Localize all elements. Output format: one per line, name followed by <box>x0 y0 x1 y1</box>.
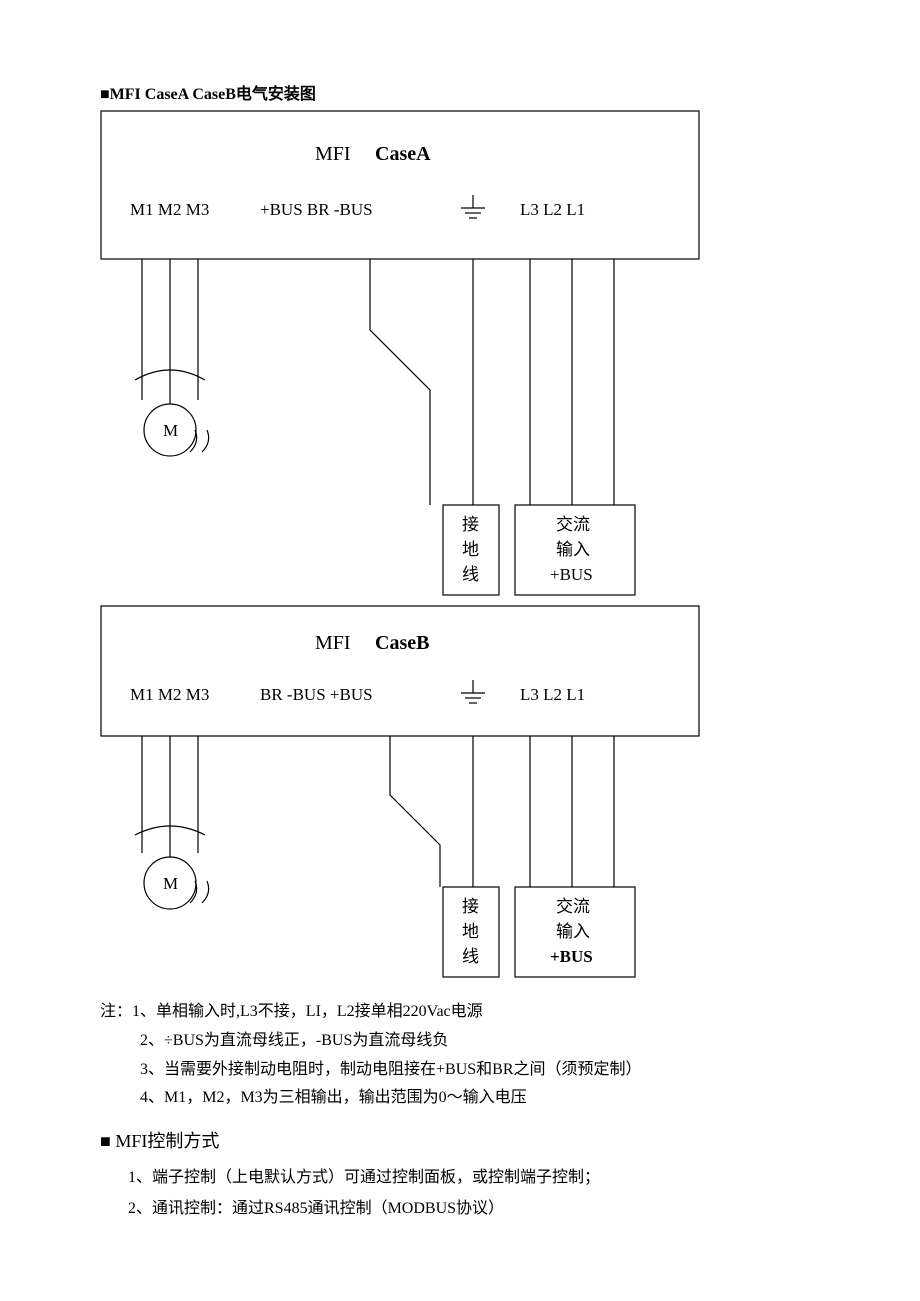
control-1: 1、端子控制（上电默认方式）可通过控制面板，或控制端子控制； <box>128 1163 820 1193</box>
caseB-title-left: MFI <box>315 632 351 654</box>
control-2: 2、通讯控制：通过RS485通讯控制（MODBUS协议） <box>128 1194 820 1224</box>
wiring-diagram: MFI CaseA M1 M2 M3 +BUS BR -BUS L3 L2 L1 <box>100 110 700 980</box>
note-1-text: 1、单相输入时,L3不接，LI，L2接单相220Vac电源 <box>132 1003 483 1020</box>
caseB-gnd-l3: 线 <box>462 947 479 966</box>
note-3: 3、当需要外接制动电阻时，制动电阻接在+BUS和BR之间（须预定制） <box>140 1056 820 1085</box>
caseA-motor-label: M <box>163 421 178 440</box>
caseA-gnd-l3: 线 <box>462 565 479 584</box>
ground-icon-b <box>461 680 485 703</box>
caseA-gnd-l1: 接 <box>462 515 479 534</box>
caseB-gnd-l1: 接 <box>462 897 479 916</box>
caseA-title-right: CaseA <box>375 143 431 165</box>
notes-block: 注：1、单相输入时,L3不接，LI，L2接单相220Vac电源 2、÷BUS为直… <box>100 998 820 1113</box>
note-2: 2、÷BUS为直流母线正，-BUS为直流母线负 <box>140 1027 820 1056</box>
note-4: 4、M1，M2，M3为三相输出，输出范围为0～输入电压 <box>140 1084 820 1113</box>
title1-text: ■MFI CaseA CaseB电气安装图 <box>100 86 316 103</box>
caseA-term-right: L3 L2 L1 <box>520 200 585 219</box>
caseA-term-mid: +BUS BR -BUS <box>260 200 373 219</box>
note-1: 注：1、单相输入时,L3不接，LI，L2接单相220Vac电源 <box>100 998 820 1027</box>
ground-icon-a <box>461 195 485 218</box>
caseB-gnd-l2: 地 <box>462 922 479 941</box>
caseB-term-left: M1 M2 M3 <box>130 685 209 704</box>
caseB-ac-l2: 输入 <box>556 922 590 941</box>
caseB-ac-l3: +BUS <box>550 947 593 966</box>
caseB-term-mid: BR -BUS +BUS <box>260 685 373 704</box>
caseA-term-left: M1 M2 M3 <box>130 200 209 219</box>
caseA-gnd-l2: 地 <box>462 540 479 559</box>
caseA-ac-l3: +BUS <box>550 565 593 584</box>
control-block: 1、端子控制（上电默认方式）可通过控制面板，或控制端子控制； 2、通讯控制：通过… <box>128 1163 820 1224</box>
caseA-ac-l2: 输入 <box>556 540 590 559</box>
caseA-title-left: MFI <box>315 143 351 165</box>
section-title-2: ■ MFI控制方式 <box>100 1127 820 1153</box>
notes-prefix: 注： <box>100 1003 132 1020</box>
caseB-title-right: CaseB <box>375 632 429 654</box>
caseA-ac-l1: 交流 <box>556 515 590 534</box>
caseB-ac-l1: 交流 <box>556 897 590 916</box>
caseB-motor-label: M <box>163 874 178 893</box>
caseB-term-right: L3 L2 L1 <box>520 685 585 704</box>
title2-text: ■ MFI控制方式 <box>100 1131 219 1151</box>
section-title-1: ■MFI CaseA CaseB电气安装图 <box>100 80 820 104</box>
